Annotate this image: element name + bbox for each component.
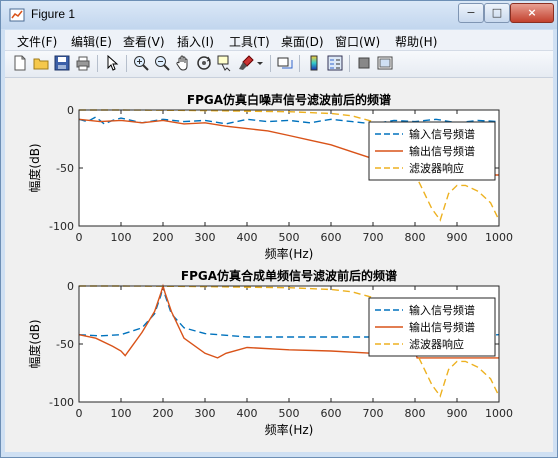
figure-plots: FPGA仿真白噪声信号滤波前后的频谱 0 100 200 300 400 500 600 700…	[27, 92, 513, 437]
minimize-button[interactable]: −	[458, 3, 484, 23]
x-tick-label: 500	[279, 407, 300, 420]
x-axis-label: 频率(Hz)	[265, 422, 314, 437]
x-tick-label: 1000	[485, 231, 513, 244]
chart-title: FPGA仿真合成单频信号滤波前后的频谱	[181, 268, 397, 283]
toolbar-separator	[299, 55, 300, 72]
window-title: Figure 1	[31, 7, 76, 21]
zoom-out-icon[interactable]	[153, 54, 171, 72]
matlab-figure-icon	[9, 8, 25, 22]
x-tick-label: 800	[405, 407, 426, 420]
x-tick-label: 900	[447, 407, 468, 420]
x-axis-label: 频率(Hz)	[265, 246, 314, 261]
y-tick-label: -100	[49, 220, 74, 233]
figure-toolbar	[5, 51, 553, 78]
x-tick-label: 700	[363, 231, 384, 244]
y-tick-label: -50	[56, 338, 74, 351]
menu-insert[interactable]: 插入(I)	[177, 35, 214, 49]
menu-edit[interactable]: 编辑(E)	[71, 35, 112, 49]
x-tick-label: 800	[405, 231, 426, 244]
maximize-button[interactable]: □	[484, 3, 510, 23]
x-tick-label: 100	[111, 407, 132, 420]
data-cursor-icon[interactable]	[216, 54, 234, 72]
show-plot-tools-icon[interactable]	[376, 54, 394, 72]
link-plot-icon[interactable]	[276, 54, 294, 72]
axes-box	[78, 285, 500, 403]
legend-entry: 滤波器响应	[409, 161, 464, 175]
menu-help[interactable]: 帮助(H)	[395, 35, 438, 49]
legend-icon[interactable]	[326, 54, 344, 72]
colorbar-icon[interactable]	[305, 54, 323, 72]
axes-box	[78, 109, 500, 227]
x-tick-label: 500	[279, 231, 300, 244]
legend-entry: 输入信号频谱	[409, 127, 475, 141]
x-tick-label: 300	[195, 231, 216, 244]
y-tick-label: -100	[49, 396, 74, 409]
print-icon[interactable]	[74, 54, 92, 72]
y-axis-label: 幅度(dB)	[27, 319, 42, 368]
x-tick-label: 0	[76, 407, 83, 420]
legend-entry: 输入信号频谱	[409, 303, 475, 317]
series-line-3	[79, 109, 500, 222]
close-button[interactable]: ×	[510, 3, 554, 23]
toolbar-separator	[97, 55, 98, 72]
x-tick-label: 300	[195, 407, 216, 420]
toolbar-separator	[349, 55, 350, 72]
x-tick-label: 600	[321, 407, 342, 420]
y-axis-label: 幅度(dB)	[27, 143, 42, 192]
brush-icon[interactable]	[237, 54, 255, 72]
new-figure-icon[interactable]	[11, 54, 29, 72]
x-tick-label: 100	[111, 231, 132, 244]
rotate-3d-icon[interactable]	[195, 54, 213, 72]
figure-canvas: FPGA仿真白噪声信号滤波前后的频谱 0 100 200 300 400 500 600 700…	[5, 78, 553, 452]
menu-tools[interactable]: 工具(T)	[229, 35, 270, 49]
chart-2: FPGA仿真合成单频信号滤波前后的频谱 0 100 200 300 400 500 600 70…	[27, 268, 513, 437]
legend-entry: 输出信号频谱	[409, 144, 475, 158]
x-tick-label: 400	[237, 407, 258, 420]
menu-file[interactable]: 文件(F)	[17, 35, 58, 49]
x-tick-label: 1000	[485, 407, 513, 420]
pan-hand-icon[interactable]	[174, 54, 192, 72]
menu-view[interactable]: 查看(V)	[123, 35, 165, 49]
x-tick-label: 0	[76, 231, 83, 244]
menu-window[interactable]: 窗口(W)	[335, 35, 381, 49]
chart-1: FPGA仿真白噪声信号滤波前后的频谱 0 100 200 300 400 500 600 700…	[27, 92, 513, 261]
x-tick-label: 700	[363, 407, 384, 420]
y-tick-label: 0	[67, 104, 74, 117]
x-tick-label: 600	[321, 231, 342, 244]
chart-title: FPGA仿真白噪声信号滤波前后的频谱	[187, 92, 391, 107]
legend-entry: 输出信号频谱	[409, 320, 475, 334]
y-tick-label: 0	[67, 280, 74, 293]
save-icon[interactable]	[53, 54, 71, 72]
pointer-icon[interactable]	[103, 54, 121, 72]
y-tick-label: -50	[56, 162, 74, 175]
hide-plot-tools-icon[interactable]	[355, 54, 373, 72]
series-line-3	[79, 285, 500, 398]
toolbar-separator	[126, 55, 127, 72]
legend-entry: 滤波器响应	[409, 337, 464, 351]
zoom-in-icon[interactable]	[132, 54, 150, 72]
title-bar[interactable]: Figure 1 − □ ×	[1, 1, 557, 29]
menu-bar: 文件(F) 编辑(E) 查看(V) 插入(I) 工具(T) 桌面(D) 窗口(W…	[5, 30, 553, 51]
toolbar-separator	[270, 55, 271, 72]
x-tick-label: 400	[237, 231, 258, 244]
x-tick-label: 200	[153, 407, 174, 420]
menu-desktop[interactable]: 桌面(D)	[281, 35, 324, 49]
brush-dropdown-icon[interactable]	[255, 54, 265, 72]
open-file-icon[interactable]	[32, 54, 50, 72]
x-tick-label: 200	[153, 231, 174, 244]
x-tick-label: 900	[447, 231, 468, 244]
